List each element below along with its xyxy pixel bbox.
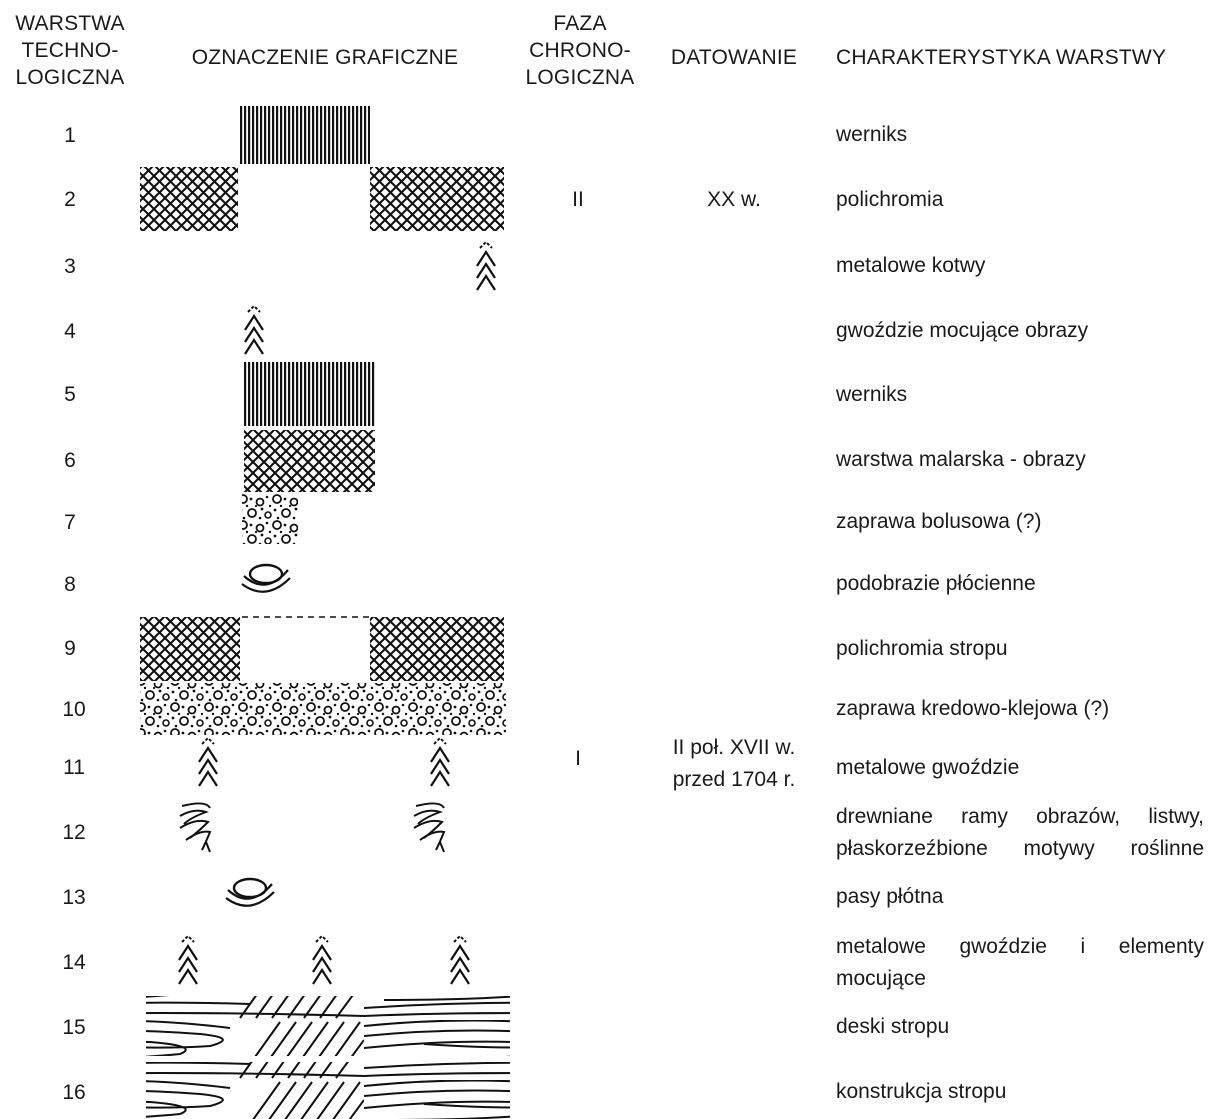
layer-number-2: 2 — [64, 188, 76, 211]
header-layer-line-3: LOGICZNA — [15, 66, 125, 89]
symbol-layer-15-wood — [146, 996, 510, 1056]
symbol-layer-9-paint-left — [140, 617, 240, 681]
layer-desc-2: polichromia — [836, 188, 944, 211]
symbol-layer-9-paint-right — [370, 617, 504, 681]
header-phase-line-3: LOGICZNA — [525, 66, 635, 89]
symbol-layer-5-varnish — [244, 362, 375, 426]
dating-phase-I-line-1: II poł. XVII w. — [672, 736, 796, 759]
layer-number-12: 12 — [62, 821, 86, 844]
symbol-layer-13-canvas — [224, 877, 276, 907]
layer-number-6: 6 — [64, 449, 76, 472]
layer-desc-5: werniks — [836, 383, 908, 406]
symbol-layer-14-nail-2 — [311, 934, 333, 986]
symbol-layer-2-paint-right — [370, 167, 504, 231]
dating-phase-I: II poł. XVII w. przed 1704 r. — [656, 732, 812, 796]
layer-number-11: 11 — [63, 756, 85, 779]
layer-desc-11: metalowe gwoździe — [836, 756, 1020, 779]
symbol-layer-3-nail — [475, 240, 497, 292]
phase-label-II: II — [572, 188, 584, 211]
symbol-layer-4-nail — [243, 304, 265, 356]
header-phase: FAZA CHRONO- LOGICZNA — [512, 10, 648, 91]
dating-phase-II: XX w. — [707, 188, 761, 211]
symbol-layer-11-nail-right — [429, 736, 451, 788]
phase-label-I: I — [575, 747, 581, 770]
layer-number-3: 3 — [64, 255, 76, 278]
layer-desc-12: drewniane ramy obrazów, listwy, płaskorz… — [836, 801, 1204, 865]
symbol-layer-12-wood-left — [179, 802, 211, 853]
layer-desc-6: warstwa malarska - obrazy — [836, 448, 1086, 471]
symbol-layer-7-ground — [242, 494, 298, 544]
layer-number-7: 7 — [64, 511, 76, 534]
layer-number-15: 15 — [62, 1016, 86, 1039]
layer-desc-14-line-1: metalowe gwoździe i elementy — [836, 935, 1204, 958]
layer-desc-12-line-2: płaskorzeźbione motywy roślinne — [836, 837, 1204, 860]
layer-number-1: 1 — [64, 124, 76, 147]
layer-number-5: 5 — [64, 383, 76, 406]
dating-phase-I-line-2: przed 1704 r. — [672, 768, 796, 791]
layer-desc-12-line-1: drewniane ramy obrazów, listwy, — [836, 805, 1204, 828]
symbol-layer-14-nail-1 — [177, 934, 199, 986]
header-layer-line-1: WARSTWA — [15, 12, 125, 35]
symbol-layer-11-nail-left — [197, 736, 219, 788]
layer-desc-13: pasy płótna — [836, 885, 944, 908]
layer-number-10: 10 — [62, 698, 86, 721]
symbol-layer-2-paint-left — [140, 167, 238, 231]
header-graphic: OZNACZENIE GRAFICZNE — [191, 46, 459, 69]
layer-number-16: 16 — [62, 1081, 86, 1104]
layer-desc-9: polichromia stropu — [836, 637, 1008, 660]
layer-desc-10: zaprawa kredowo-klejowa (?) — [836, 697, 1110, 720]
header-layer-line-2: TECHNO- — [21, 39, 119, 62]
layer-desc-3: metalowe kotwy — [836, 254, 986, 277]
layer-desc-16: konstrukcja stropu — [836, 1080, 1007, 1103]
layer-desc-1: werniks — [836, 123, 908, 146]
layer-desc-15: deski stropu — [836, 1015, 950, 1038]
layer-number-14: 14 — [62, 951, 86, 974]
layer-desc-4: gwoździe mocujące obrazy — [836, 319, 1089, 342]
layer-desc-8: podobrazie płócienne — [836, 572, 1036, 595]
symbol-layer-10-ground — [140, 683, 506, 735]
header-dating: DATOWANIE — [670, 46, 798, 69]
symbol-layer-12-wood-right — [413, 802, 445, 853]
symbol-layer-16-wood — [146, 1062, 510, 1119]
layer-desc-7: zaprawa bolusowa (?) — [836, 510, 1042, 533]
layer-number-9: 9 — [64, 637, 76, 660]
header-characteristic: CHARAKTERYSTYKA WARSTWY — [836, 46, 1167, 69]
layer-desc-14-line-2: mocujące — [836, 967, 926, 990]
header-phase-line-1: FAZA — [553, 12, 607, 35]
header-layer: WARSTWA TECHNO- LOGICZNA — [4, 10, 136, 91]
symbol-layer-14-nail-3 — [449, 934, 471, 986]
layer-number-4: 4 — [64, 320, 76, 343]
layer-desc-14: metalowe gwoździe i elementy mocujące — [836, 931, 1204, 995]
symbol-layer-1-varnish — [240, 106, 370, 164]
layer-number-8: 8 — [64, 573, 76, 596]
header-phase-line-2: CHRONO- — [529, 39, 631, 62]
layer-number-13: 13 — [62, 886, 86, 909]
symbol-layer-8-canvas — [240, 563, 292, 593]
symbol-layer-6-paint — [244, 430, 375, 492]
